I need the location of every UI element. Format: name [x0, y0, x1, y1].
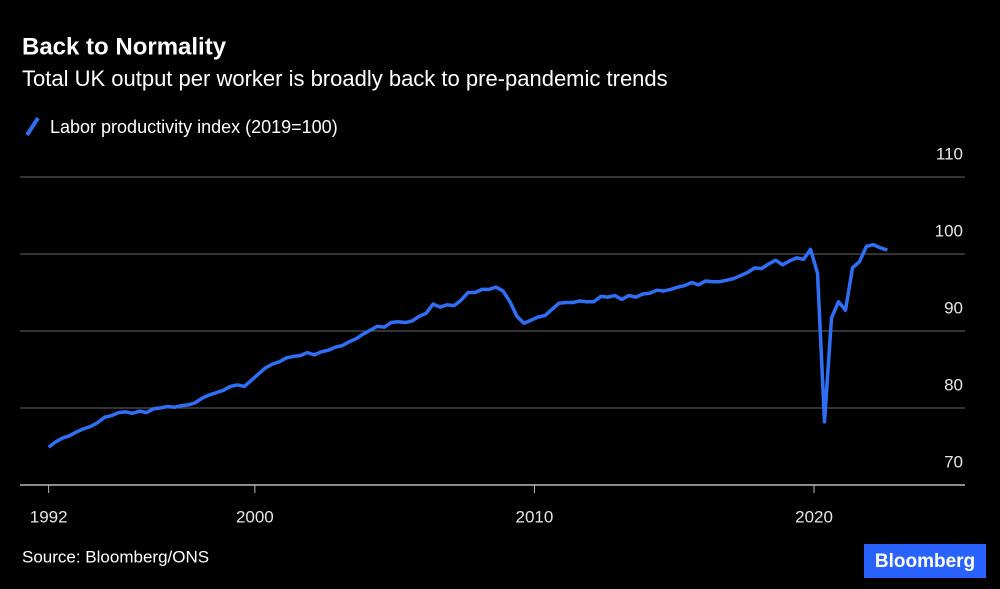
y-tick-label: 90 — [944, 298, 963, 317]
logo-box — [864, 544, 986, 578]
legend-label: Labor productivity index (2019=100) — [50, 117, 338, 137]
chart-title: Back to Normality — [22, 33, 227, 60]
y-tick-label: 110 — [936, 144, 963, 163]
legend-swatch — [25, 116, 40, 137]
chart-subtitle: Total UK output per worker is broadly ba… — [22, 66, 668, 91]
data-line — [47, 243, 888, 449]
logo-text: Bloomberg — [875, 551, 975, 572]
y-tick-label: 70 — [944, 452, 963, 471]
x-tick-label: 2020 — [795, 507, 833, 526]
y-tick-label: 80 — [944, 375, 963, 394]
source-note: Source: Bloomberg/ONS — [22, 547, 209, 566]
y-tick-label: 100 — [935, 221, 963, 240]
x-tick-label: 2000 — [236, 507, 274, 526]
x-tick-label: 2010 — [516, 507, 554, 526]
x-tick-label: 1992 — [30, 507, 68, 526]
